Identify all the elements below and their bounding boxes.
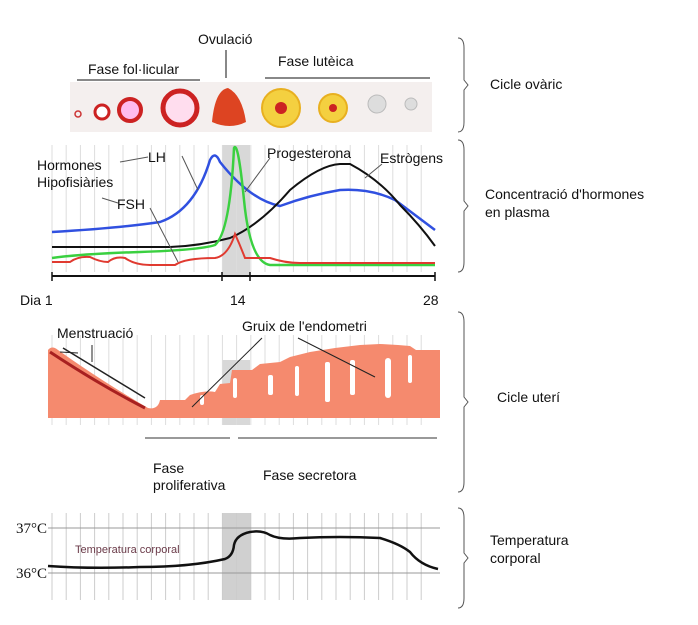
side-label-uterine: Cicle uterí <box>497 389 561 405</box>
side-label-temp-2: corporal <box>490 550 541 566</box>
secretory-label: Fase secretora <box>263 467 357 483</box>
estrogens-curve <box>52 163 436 248</box>
axis-day28: 28 <box>423 292 439 308</box>
temp-37-label: 37°C <box>16 521 48 537</box>
endometrium-glands <box>200 355 412 405</box>
proliferative-label-1: Fase <box>153 460 185 476</box>
temperature-chart <box>47 513 440 600</box>
temp-36-label: 36°C <box>16 566 48 582</box>
axis-day1: Dia 1 <box>20 292 53 308</box>
ruptured-follicle-icon <box>212 88 246 126</box>
lh-label: LH <box>148 149 166 165</box>
pituitary-label-2: Hipofisiàries <box>37 174 114 190</box>
axis-day14: 14 <box>230 292 246 308</box>
side-label-ovarian: Cicle ovàric <box>490 76 563 92</box>
uterine-chart <box>48 335 440 425</box>
temperature-caption: Temperatura corporal <box>75 544 180 556</box>
temperature-curve <box>47 530 439 571</box>
proliferative-label-2: proliferativa <box>153 477 226 493</box>
menstruation-label: Menstruació <box>57 325 134 341</box>
pituitary-label: Hormones <box>37 157 102 173</box>
progesterone-label: Progesterona <box>267 145 352 161</box>
follicle-icons <box>74 88 418 128</box>
luteal-phase-label: Fase lutèica <box>278 53 354 69</box>
estrogens-label: Estrògens <box>380 150 444 166</box>
fsh-label: FSH <box>117 196 145 212</box>
endometrium-shape <box>48 344 440 418</box>
follicular-phase-label: Fase fol·licular <box>88 61 180 77</box>
ovulation-label: Ovulació <box>198 31 253 47</box>
fsh-curve <box>52 231 435 266</box>
endometrium-thickness-label: Gruix de l'endometri <box>242 318 367 334</box>
progesterone-curve <box>51 145 435 267</box>
side-label-temp-1: Temperatura <box>490 532 569 548</box>
side-label-hormones-1: Concentració d'hormones <box>485 186 645 202</box>
side-label-hormones-2: en plasma <box>485 204 550 220</box>
hormone-chart <box>51 145 436 281</box>
side-brackets <box>457 37 469 609</box>
